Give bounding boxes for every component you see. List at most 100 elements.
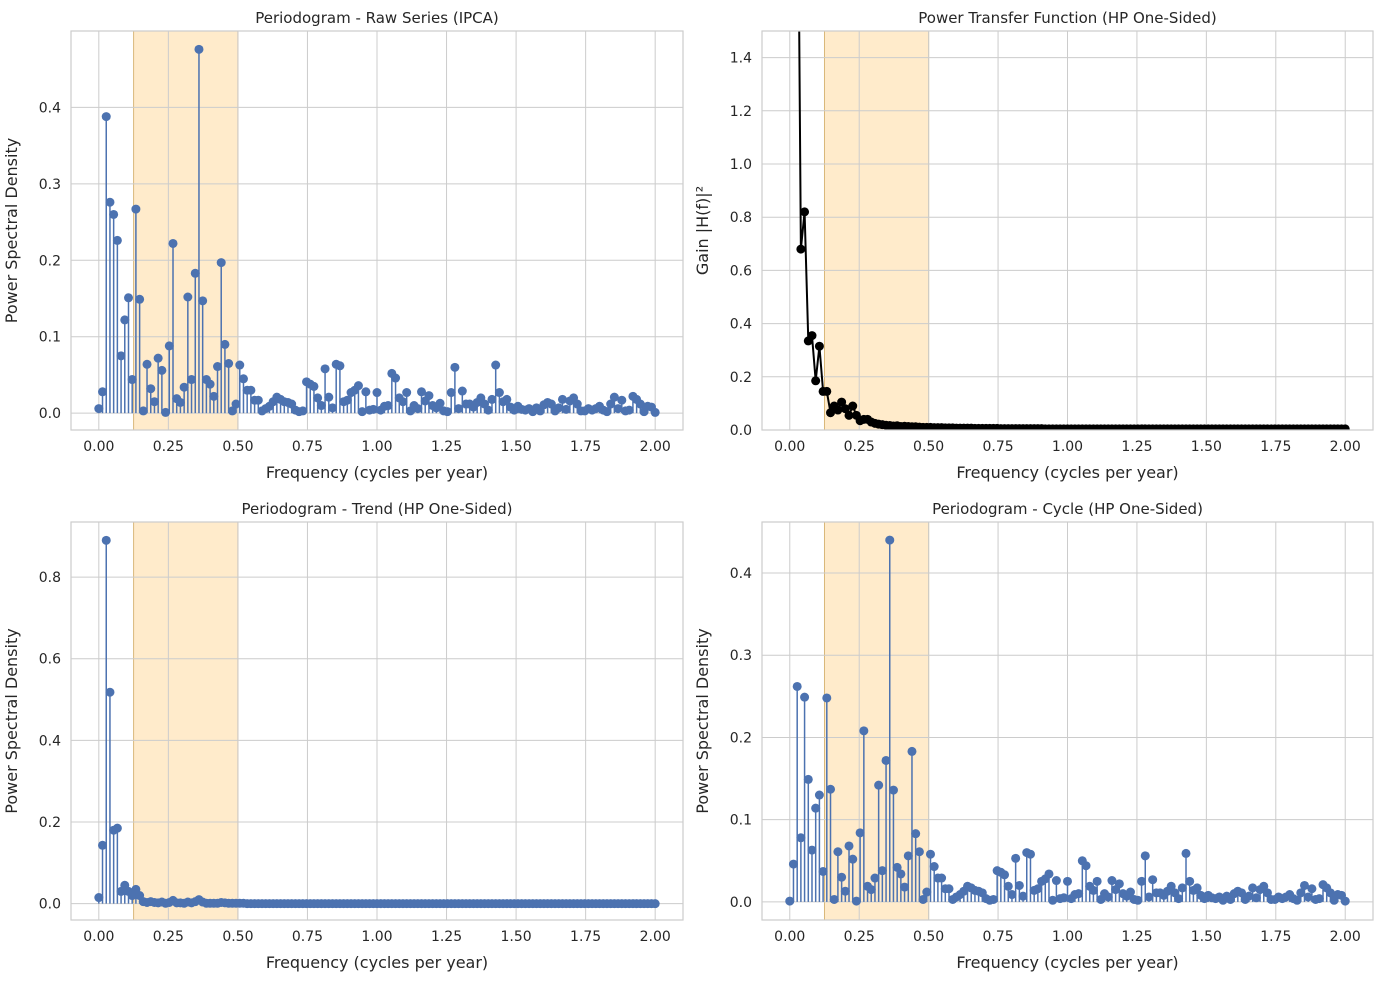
x-tick-label: 0.00: [774, 929, 805, 945]
stem-marker: [925, 849, 935, 859]
stem-marker: [435, 398, 445, 408]
y-tick-label: 0.3: [39, 177, 61, 193]
stem-marker: [1259, 881, 1269, 891]
stem-marker: [179, 382, 189, 392]
x-tick-label: 1.50: [1191, 439, 1222, 455]
stem-marker: [1244, 891, 1254, 901]
stem-marker: [1303, 892, 1313, 902]
y-tick-label: 0.3: [730, 648, 752, 664]
stem-marker: [190, 268, 200, 278]
x-tick-label: 0.00: [83, 929, 114, 945]
stem-marker: [1251, 893, 1261, 903]
x-tick-label: 2.00: [1330, 439, 1361, 455]
stem-marker: [800, 692, 810, 702]
chart-panel: 0.00 0.25 0.50 0.75 1.00 1.25 1.50 1.75 2.00 0.0 0…: [2, 500, 684, 972]
stem-marker: [624, 405, 634, 415]
stem-marker: [138, 406, 148, 416]
stem-marker: [1340, 896, 1350, 906]
stem-marker: [1299, 880, 1309, 890]
stem-marker: [1081, 861, 1091, 871]
stem-marker: [785, 896, 795, 906]
stem-marker: [903, 851, 913, 861]
stem-marker: [546, 399, 556, 409]
stem-marker: [320, 364, 330, 374]
stem-marker: [788, 859, 798, 869]
stem-marker: [149, 397, 159, 407]
stem-marker: [892, 862, 902, 872]
stem-marker: [109, 209, 119, 219]
y-tick-label: 1.4: [730, 51, 752, 67]
y-tick-label: 0.1: [39, 330, 61, 346]
x-tick-label: 1.75: [570, 929, 601, 945]
chart-panel: 0.00 0.25 0.50 0.75 1.00 1.25 1.50 1.75 2.00 0.0 0…: [2, 9, 684, 482]
y-tick-label: 0.0: [730, 895, 752, 911]
gain-marker: [1340, 424, 1350, 430]
data-marks: [94, 44, 660, 417]
stem-marker: [1063, 876, 1072, 886]
stem-marker: [874, 780, 884, 790]
stem-marker: [635, 399, 645, 409]
stem-marker: [848, 854, 858, 864]
stem-marker: [650, 899, 660, 909]
plot-frame: [70, 30, 684, 431]
stem-marker: [335, 361, 345, 371]
stem-marker: [1125, 887, 1135, 897]
stem-marker: [220, 339, 230, 349]
stem-marker: [327, 403, 337, 413]
x-tick-label: 1.75: [1260, 439, 1291, 455]
gain-marker: [796, 244, 806, 254]
stem-marker: [124, 293, 134, 303]
stem-marker: [851, 896, 861, 906]
x-tick-label: 0.75: [292, 439, 323, 455]
stem-marker: [1000, 870, 1010, 880]
stem-marker: [937, 873, 947, 883]
stem-marker: [900, 882, 910, 892]
stem-marker: [1007, 890, 1017, 900]
stem-marker: [888, 785, 898, 795]
stem-marker: [1011, 853, 1021, 863]
x-tick-label: 0.50: [913, 439, 944, 455]
stem-marker: [988, 894, 998, 904]
stem-marker: [161, 407, 171, 417]
gain-marker: [822, 386, 832, 396]
stem-marker: [1051, 876, 1061, 886]
y-tick-label: 0.4: [730, 566, 752, 582]
y-tick-label: 0.1: [730, 813, 752, 829]
chart-panel: 0.00 0.25 0.50 0.75 1.00 1.25 1.50 1.75 2.00 0.0 0…: [693, 9, 1374, 482]
stem-marker: [183, 292, 193, 302]
stem-marker: [372, 388, 382, 398]
stem-marker: [450, 362, 460, 372]
stem-marker: [650, 407, 660, 417]
stem-marker: [198, 296, 208, 306]
y-tick-label: 0.2: [39, 815, 61, 831]
stem-marker: [1137, 876, 1147, 886]
stem-marker: [554, 403, 564, 413]
stem-marker: [1262, 888, 1272, 898]
stem-marker: [238, 374, 248, 384]
stem-marker: [617, 395, 627, 405]
stem-marker: [1307, 884, 1317, 894]
stem-marker: [1314, 894, 1324, 904]
y-tick-label: 0.8: [39, 570, 61, 586]
stem-marker: [135, 294, 145, 304]
highlight-band: [823, 521, 930, 921]
x-tick-label: 1.00: [1052, 439, 1083, 455]
stem-marker: [814, 790, 824, 800]
stem-marker: [324, 392, 334, 402]
highlight-band: [133, 521, 239, 921]
gain-marker: [833, 405, 843, 415]
stem-marker: [866, 885, 876, 895]
data-marks: [796, 31, 1350, 430]
plot-frame: [761, 521, 1374, 921]
stem-marker: [1033, 884, 1043, 894]
x-axis-label: Frequency (cycles per year): [266, 463, 488, 482]
stem-marker: [818, 866, 828, 876]
stem-marker: [457, 386, 467, 396]
stem-marker: [442, 407, 452, 417]
gain-marker: [844, 410, 854, 420]
x-tick-label: 0.75: [982, 929, 1013, 945]
highlight-band: [133, 30, 239, 431]
y-tick-label: 1.2: [730, 104, 752, 120]
stem-marker: [1237, 888, 1247, 898]
x-tick-label: 2.00: [640, 929, 671, 945]
